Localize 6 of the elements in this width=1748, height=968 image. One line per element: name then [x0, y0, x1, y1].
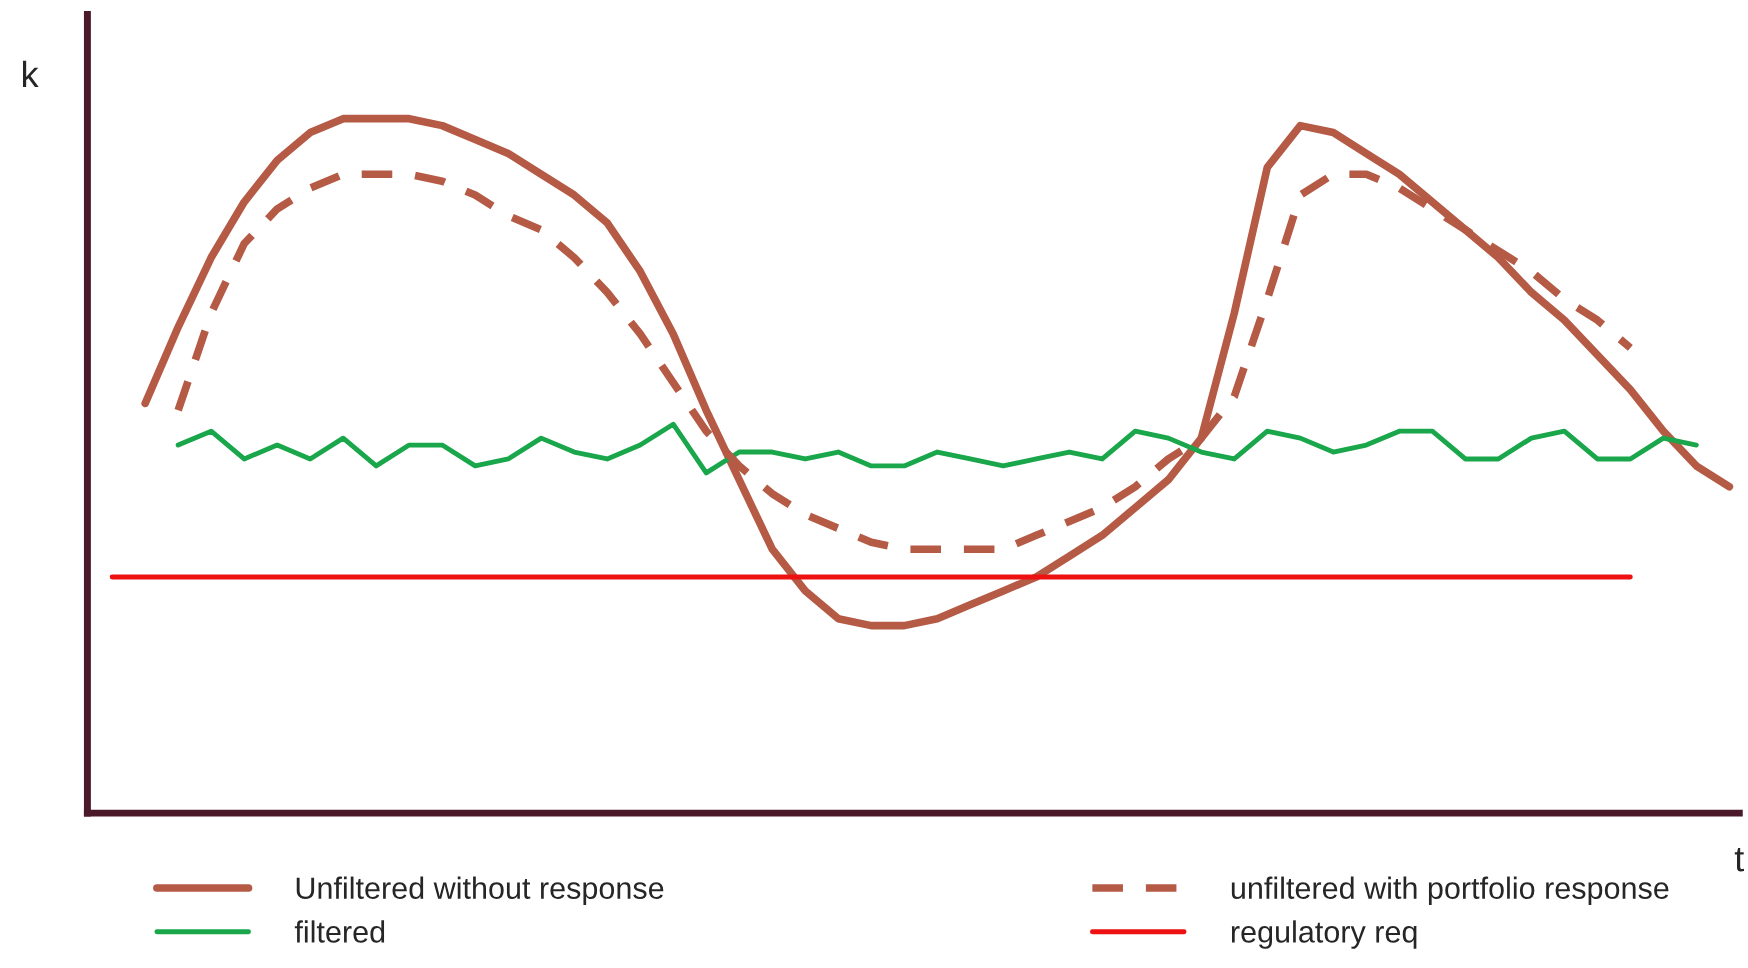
x-axis-title: t [1734, 847, 1745, 872]
legend-label: unfiltered with portfolio response [1231, 876, 1669, 906]
legend-label: regulatory req [1231, 920, 1417, 949]
legend-label: Unfiltered without response [296, 876, 664, 906]
y-axis-title: k [22, 60, 39, 87]
legend-label: filtered [294, 920, 385, 943]
